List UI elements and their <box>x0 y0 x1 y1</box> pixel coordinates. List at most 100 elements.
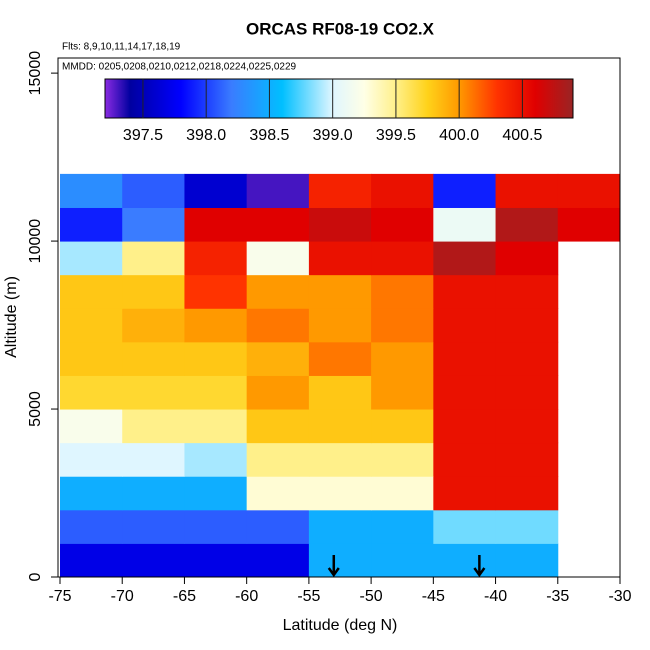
x-tick-label: -35 <box>546 588 569 605</box>
heat-cell <box>371 409 434 444</box>
y-tick-label: 5000 <box>27 391 44 427</box>
heat-cell <box>60 274 123 309</box>
colorbar-tick-label: 398.0 <box>186 127 226 144</box>
annotation: MMDD: 0205,0208,0210,0212,0218,0224,0225… <box>62 62 297 73</box>
heat-cell <box>246 308 310 343</box>
heat-cell <box>122 207 185 242</box>
heat-cell <box>60 409 123 444</box>
heat-cell <box>184 308 248 343</box>
heat-cell <box>433 476 497 511</box>
heat-cell <box>371 173 434 208</box>
heat-cell <box>308 509 372 544</box>
heat-cell <box>433 173 497 208</box>
heat-cell <box>122 375 185 410</box>
heat-cell <box>184 543 248 578</box>
heat-cell <box>495 409 559 444</box>
colorbar <box>104 78 574 119</box>
heat-cell <box>308 543 372 578</box>
heat-cell <box>557 207 621 242</box>
x-tick-label: -40 <box>484 588 507 605</box>
heat-cell <box>371 543 434 578</box>
heat-cell <box>60 442 123 477</box>
heat-cell <box>495 207 559 242</box>
colorbar-tick-label: 400.5 <box>502 127 542 144</box>
plot-frame <box>57 57 621 578</box>
heat-cell <box>60 207 123 242</box>
heat-cell <box>60 543 123 578</box>
heat-cell <box>184 274 248 309</box>
y-tick-label: 15000 <box>27 51 44 96</box>
y-tick-label: 10000 <box>27 219 44 264</box>
heat-cell <box>433 543 497 578</box>
heat-cell <box>246 442 310 477</box>
x-tick-label: -65 <box>173 588 196 605</box>
heat-cell <box>246 241 310 276</box>
heat-cell <box>60 173 123 208</box>
heat-cell <box>371 274 434 309</box>
colorbar-tick-label: 399.0 <box>313 127 353 144</box>
heat-cell <box>184 241 248 276</box>
heat-cell <box>433 509 497 544</box>
heat-cell <box>184 341 248 376</box>
x-tick-label: -60 <box>235 588 258 605</box>
colorbar-tick-label: 400.0 <box>439 127 479 144</box>
heat-cell <box>184 509 248 544</box>
heat-cell <box>60 241 123 276</box>
x-tick-label: -30 <box>608 588 631 605</box>
overlay <box>327 555 486 578</box>
x-tick-label: -45 <box>422 588 445 605</box>
heat-cell <box>495 241 559 276</box>
heat-cell <box>122 241 185 276</box>
heat-cell <box>308 241 372 276</box>
heat-cell <box>495 509 559 544</box>
colorbar-tick-label: 399.5 <box>376 127 416 144</box>
heat-cell <box>308 274 372 309</box>
x-tick-label: -70 <box>111 588 134 605</box>
heat-cell <box>308 375 372 410</box>
x-axis-title: Latitude (deg N) <box>283 617 398 634</box>
heat-cell <box>308 341 372 376</box>
heat-cell <box>371 207 434 242</box>
heat-cell <box>122 308 185 343</box>
heat-cell <box>122 341 185 376</box>
heat-cell <box>371 241 434 276</box>
heat-cell <box>308 442 372 477</box>
heat-cell <box>495 375 559 410</box>
heat-cell <box>433 341 497 376</box>
heat-cell <box>122 442 185 477</box>
arrow-marker <box>327 555 340 578</box>
heat-cell <box>60 509 123 544</box>
heat-cell <box>60 308 123 343</box>
x-tick-label: -55 <box>297 588 320 605</box>
y-axis-title: Altitude (m) <box>3 276 20 358</box>
heat-cell <box>184 207 248 242</box>
heat-cell <box>433 241 497 276</box>
heat-cell <box>246 409 310 444</box>
heat-cell <box>60 341 123 376</box>
heat-cell <box>60 375 123 410</box>
heat-cell <box>122 509 185 544</box>
heat-cell <box>308 409 372 444</box>
heat-cell <box>184 476 248 511</box>
heat-cell <box>495 274 559 309</box>
heat-cell <box>557 173 621 208</box>
chart-title: ORCAS RF08-19 CO2.X <box>246 19 435 38</box>
heat-cell <box>433 207 497 242</box>
heat-cell <box>308 207 372 242</box>
heat-cell <box>495 442 559 477</box>
arrow-marker <box>473 555 486 578</box>
heat-cell <box>246 509 310 544</box>
heat-cell <box>246 341 310 376</box>
heat-cell <box>371 442 434 477</box>
heat-cell <box>184 375 248 410</box>
heat-cell <box>184 442 248 477</box>
heat-cell <box>246 543 310 578</box>
x-tick-label: -50 <box>360 588 383 605</box>
heat-cell <box>246 274 310 309</box>
heat-cell <box>122 476 185 511</box>
heat-cell <box>122 173 185 208</box>
heat-cell <box>371 509 434 544</box>
heatmap <box>60 173 621 578</box>
heat-cell <box>122 409 185 444</box>
y-tick-label: 0 <box>27 572 44 581</box>
